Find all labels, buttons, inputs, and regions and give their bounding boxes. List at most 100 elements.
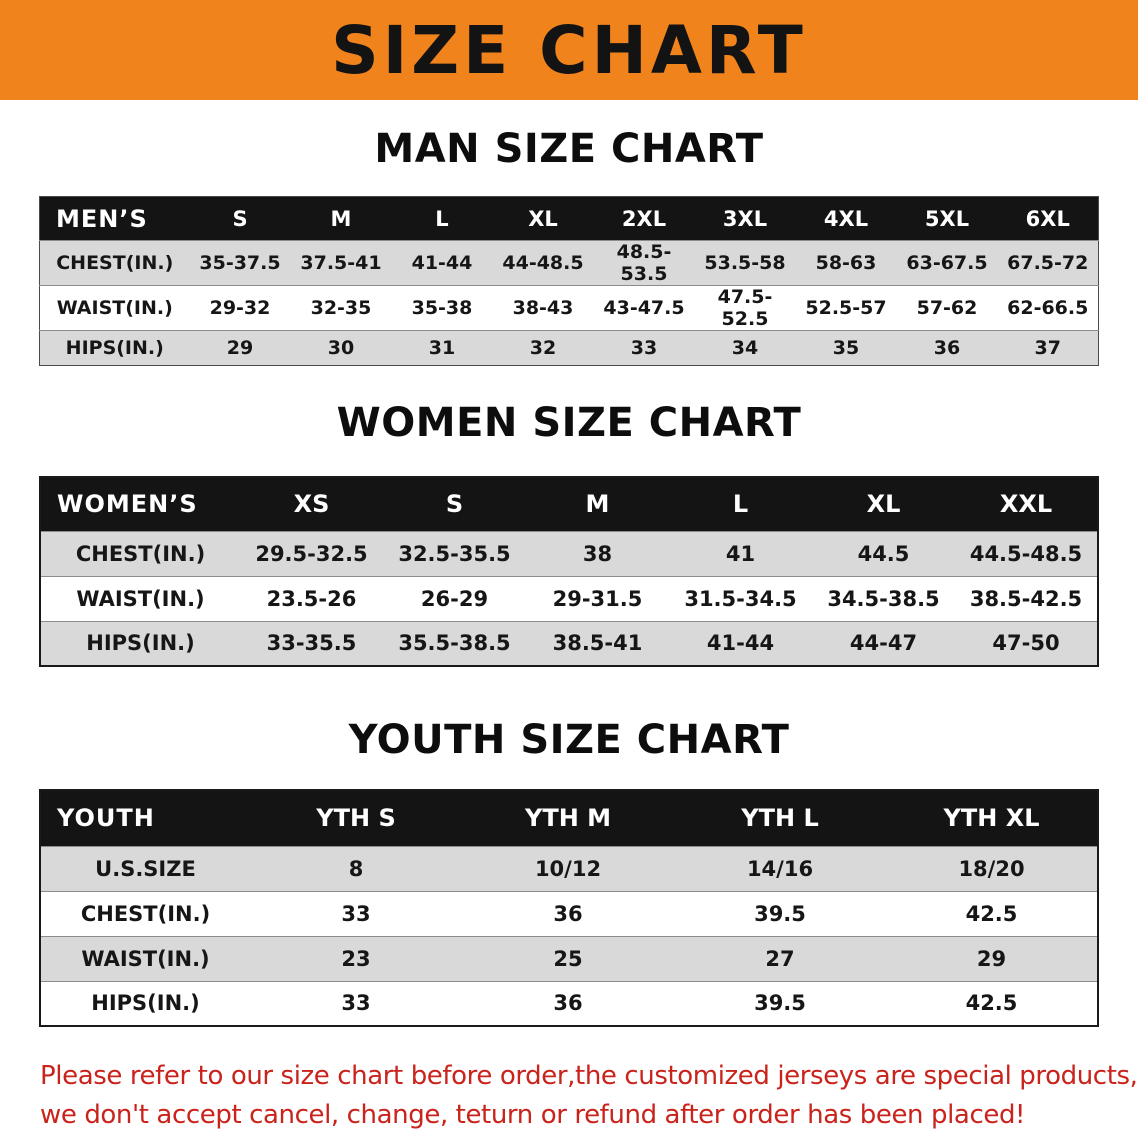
- size-value-cell: 44.5-48.5: [955, 530, 1098, 576]
- size-value-cell: 31.5-34.5: [669, 575, 812, 621]
- column-header: XS: [240, 477, 383, 531]
- size-value-cell: 63-67.5: [896, 240, 998, 286]
- table-header-row: YOUTH YTH S YTH M YTH L YTH XL: [40, 790, 1098, 846]
- banner-title: SIZE CHART: [331, 11, 807, 89]
- women-size-section: WOMEN SIZE CHART WOMEN’S XS S M L XL XXL CHEST(…: [0, 400, 1138, 667]
- size-value-cell: 36: [462, 890, 674, 936]
- size-value-cell: 41-44: [669, 620, 812, 666]
- table-row: WAIST(IN.) 23.5-26 26-29 29-31.5 31.5-34.5 34…: [40, 575, 1098, 621]
- size-value-cell: 57-62: [896, 285, 998, 331]
- table-header-row: MEN’S S M L XL 2XL 3XL 4XL 5XL 6XL: [39, 196, 1099, 241]
- row-label: WAIST(IN.): [40, 935, 250, 981]
- corner-label: MEN’S: [39, 196, 190, 241]
- size-value-cell: 38.5-41: [526, 620, 669, 666]
- column-header: YTH M: [462, 790, 674, 846]
- size-value-cell: 37: [997, 330, 1099, 366]
- corner-label: YOUTH: [40, 790, 250, 846]
- size-value-cell: 36: [896, 330, 998, 366]
- size-value-cell: 34: [694, 330, 796, 366]
- size-value-cell: 29: [189, 330, 291, 366]
- women-size-table: WOMEN’S XS S M L XL XXL CHEST(IN.) 29.5-32.5 32.5…: [39, 476, 1099, 667]
- men-size-table: MEN’S S M L XL 2XL 3XL 4XL 5XL 6XL CHEST(IN.) 35-37…: [39, 196, 1099, 366]
- size-value-cell: 44-48.5: [492, 240, 594, 286]
- column-header: XL: [812, 477, 955, 531]
- table-row: HIPS(IN.) 29 30 31 32 33 34 35 36 37: [39, 330, 1099, 366]
- size-value-cell: 36: [462, 980, 674, 1026]
- size-value-cell: 38.5-42.5: [955, 575, 1098, 621]
- size-value-cell: 27: [674, 935, 886, 981]
- size-value-cell: 43-47.5: [593, 285, 695, 331]
- size-value-cell: 47-50: [955, 620, 1098, 666]
- size-value-cell: 52.5-57: [795, 285, 897, 331]
- column-header: L: [669, 477, 812, 531]
- disclaimer-line-2: we don't accept cancel, change, teturn o…: [40, 1100, 1026, 1130]
- size-value-cell: 35-37.5: [189, 240, 291, 286]
- size-value-cell: 31: [391, 330, 493, 366]
- size-value-cell: 25: [462, 935, 674, 981]
- size-value-cell: 53.5-58: [694, 240, 796, 286]
- corner-label: WOMEN’S: [40, 477, 240, 531]
- youth-size-section: YOUTH SIZE CHART YOUTH YTH S YTH M YTH L YTH…: [0, 717, 1138, 1027]
- size-value-cell: 37.5-41: [290, 240, 392, 286]
- size-value-cell: 42.5: [886, 980, 1098, 1026]
- table-row: U.S.SIZE 8 10/12 14/16 18/20: [40, 845, 1098, 891]
- row-label: WAIST(IN.): [40, 575, 240, 621]
- size-value-cell: 29: [886, 935, 1098, 981]
- size-value-cell: 41-44: [391, 240, 493, 286]
- size-value-cell: 32.5-35.5: [383, 530, 526, 576]
- table-row: HIPS(IN.) 33 36 39.5 42.5: [40, 980, 1098, 1026]
- size-value-cell: 35.5-38.5: [383, 620, 526, 666]
- row-label: HIPS(IN.): [40, 620, 240, 666]
- size-value-cell: 34.5-38.5: [812, 575, 955, 621]
- row-label: CHEST(IN.): [40, 890, 250, 936]
- column-header: S: [189, 196, 291, 241]
- size-value-cell: 44.5: [812, 530, 955, 576]
- disclaimer-line-1: Please refer to our size chart before or…: [40, 1061, 1138, 1091]
- youth-section-heading: YOUTH SIZE CHART: [348, 717, 790, 763]
- row-label: U.S.SIZE: [40, 845, 250, 891]
- column-header: YTH XL: [886, 790, 1098, 846]
- column-header: YTH S: [250, 790, 462, 846]
- table-row: WAIST(IN.) 29-32 32-35 35-38 38-43 43-47.5 47.…: [39, 285, 1099, 331]
- table-row: CHEST(IN.) 29.5-32.5 32.5-35.5 38 41 44.5 44.5…: [40, 530, 1098, 576]
- row-label: HIPS(IN.): [40, 980, 250, 1026]
- table-row: WAIST(IN.) 23 25 27 29: [40, 935, 1098, 981]
- size-value-cell: 29-32: [189, 285, 291, 331]
- banner: SIZE CHART: [0, 0, 1138, 100]
- column-header: S: [383, 477, 526, 531]
- size-value-cell: 32-35: [290, 285, 392, 331]
- row-label: CHEST(IN.): [39, 240, 190, 286]
- disclaimer: Please refer to our size chart before or…: [40, 1057, 1138, 1135]
- size-value-cell: 35-38: [391, 285, 493, 331]
- table-header-row: WOMEN’S XS S M L XL XXL: [40, 477, 1098, 531]
- women-section-heading: WOMEN SIZE CHART: [336, 400, 802, 446]
- men-size-section: MAN SIZE CHART MEN’S S M L XL 2XL 3XL 4XL 5XL 6XL…: [0, 126, 1138, 366]
- size-value-cell: 44-47: [812, 620, 955, 666]
- size-value-cell: 33: [593, 330, 695, 366]
- size-value-cell: 23.5-26: [240, 575, 383, 621]
- size-value-cell: 39.5: [674, 890, 886, 936]
- column-header: XXL: [955, 477, 1098, 531]
- size-value-cell: 33: [250, 890, 462, 936]
- size-value-cell: 39.5: [674, 980, 886, 1026]
- column-header: L: [391, 196, 493, 241]
- size-value-cell: 32: [492, 330, 594, 366]
- size-value-cell: 48.5-53.5: [593, 240, 695, 286]
- size-value-cell: 42.5: [886, 890, 1098, 936]
- size-value-cell: 18/20: [886, 845, 1098, 891]
- size-value-cell: 67.5-72: [997, 240, 1099, 286]
- table-row: CHEST(IN.) 33 36 39.5 42.5: [40, 890, 1098, 936]
- size-value-cell: 58-63: [795, 240, 897, 286]
- size-value-cell: 35: [795, 330, 897, 366]
- size-value-cell: 47.5-52.5: [694, 285, 796, 331]
- men-section-heading: MAN SIZE CHART: [374, 126, 764, 172]
- size-value-cell: 8: [250, 845, 462, 891]
- size-value-cell: 30: [290, 330, 392, 366]
- row-label: WAIST(IN.): [39, 285, 190, 331]
- youth-size-table: YOUTH YTH S YTH M YTH L YTH XL U.S.SIZE 8 10/12…: [39, 789, 1099, 1027]
- table-row: CHEST(IN.) 35-37.5 37.5-41 41-44 44-48.5 48.5…: [39, 240, 1099, 286]
- column-header: 5XL: [896, 196, 998, 241]
- size-value-cell: 41: [669, 530, 812, 576]
- row-label: CHEST(IN.): [40, 530, 240, 576]
